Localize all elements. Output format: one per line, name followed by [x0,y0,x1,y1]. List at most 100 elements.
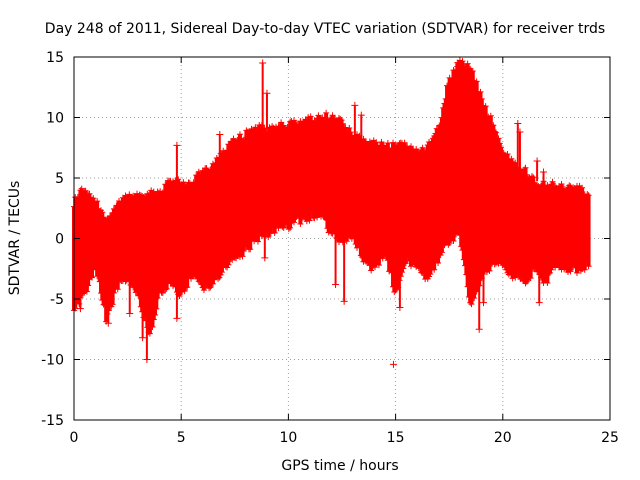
sdtvar-point [581,266,588,273]
sdtvar-point [450,237,457,244]
sdtvar-point [496,140,503,147]
x-tick-label: 5 [177,430,186,446]
sdtvar-point [504,151,511,158]
x-tick-label: 0 [70,430,79,446]
chart-title: Day 248 of 2011, Sidereal Day-to-day VTE… [45,21,605,37]
sdtvar-point [471,295,478,302]
sdtvar-point [188,275,195,282]
sdtvar-point [86,190,93,197]
sdtvar-point [573,269,580,276]
sdtvar-point [163,285,170,292]
sdtvar-point [311,215,318,222]
sdtvar-point [469,67,476,74]
sdtvar-point [95,205,102,212]
sdtvar-point [567,268,574,275]
sdtvar-point [275,225,282,232]
sdtvar-outlier-point [389,360,397,368]
sdtvar-point [401,139,408,146]
sdtvar-point [548,266,555,273]
y-tick-label: -10 [41,353,64,369]
sdtvar-point [464,60,471,67]
sdtvar-point [154,295,161,302]
sdtvar-point [217,271,224,278]
y-tick-label: 15 [46,50,64,66]
sdtvar-point [530,174,537,181]
sdtvar-point [89,274,96,281]
sdtvar-point [468,301,475,308]
y-axis-label: SDTVAR / TECUs [7,181,23,296]
sdtvar-point [435,260,442,267]
sdtvar-point [558,181,565,188]
sdtvar-point [347,129,354,136]
sdtvar-point [495,135,502,142]
sdtvar-point [303,218,310,225]
y-tick-label: 10 [46,111,64,127]
sdtvar-point [90,195,97,202]
sdtvar-point [527,275,534,282]
x-tick-label: 10 [279,430,297,446]
y-tick-label: -5 [50,292,64,308]
x-tick-labels: 0 5 10 15 20 25 [70,430,619,446]
sdtvar-point [149,323,156,330]
sdtvar-point [109,301,116,308]
y-tick-label: 0 [55,232,64,248]
sdtvar-point [549,178,556,185]
sdtvar-point [81,289,88,296]
sdtvar-point [134,190,141,197]
sdtvar-point [478,95,485,102]
sdtvar-point [492,129,499,136]
sdtvar-point [477,88,484,95]
sdtvar-point [390,139,397,146]
axis-ticks [73,56,611,421]
sdtvar-point [240,247,247,254]
sdtvar-point [94,198,101,205]
sdtvar-point [184,284,191,291]
y-tick-label: 5 [55,171,64,187]
sdtvar-point [85,282,92,289]
sdtvar-point [508,155,515,162]
sdtvar-point [290,117,297,124]
sdtvar-point [203,165,210,172]
x-tick-label: 15 [387,430,405,446]
sdtvar-point [308,117,315,124]
sdtvar-point [413,145,420,152]
sdtvar-point [265,234,272,241]
sdtvar-point [200,287,207,294]
sdtvar-point [544,279,551,286]
sdtvar-point [83,288,90,295]
sdtvar-point [238,135,245,142]
sdtvar-point [384,140,391,147]
sdtvar-point [209,280,216,287]
sdtvar-point [180,179,187,186]
sdtvar-point [280,122,287,129]
sdtvar-point [372,264,379,271]
sdtvar-point [546,269,553,276]
sdtvar-point [368,267,375,274]
sdtvar-point [236,254,243,261]
sdtvar-point [146,330,153,337]
sdtvar-point [400,265,407,272]
data-series-sdtvar [71,57,592,368]
sdtvar-point [490,122,497,129]
sdtvar-point [290,219,297,226]
sdtvar-point [427,271,434,278]
sdtvar-point [278,119,285,126]
sdtvar-point [225,261,232,268]
sdtvar-point [224,264,231,271]
sdtvar-point [346,125,353,132]
y-tick-labels: -15 -10 -5 0 5 10 15 [41,50,64,429]
sdtvar-point [408,143,415,150]
sdtvar-point [207,284,214,291]
sdtvar-point [438,249,445,256]
x-axis-label: GPS time / hours [281,458,398,474]
sdtvar-point [152,311,159,318]
sdtvar-point [315,112,322,119]
sdtvar-point [338,117,345,124]
sdtvar-point [230,135,237,142]
sdtvar-point [378,139,385,146]
sdtvar-point [437,252,444,259]
sdtvar-point [522,164,529,171]
sdtvar-point [399,269,406,276]
sdtvar-point [148,187,155,194]
sdtvar-point [306,217,313,224]
